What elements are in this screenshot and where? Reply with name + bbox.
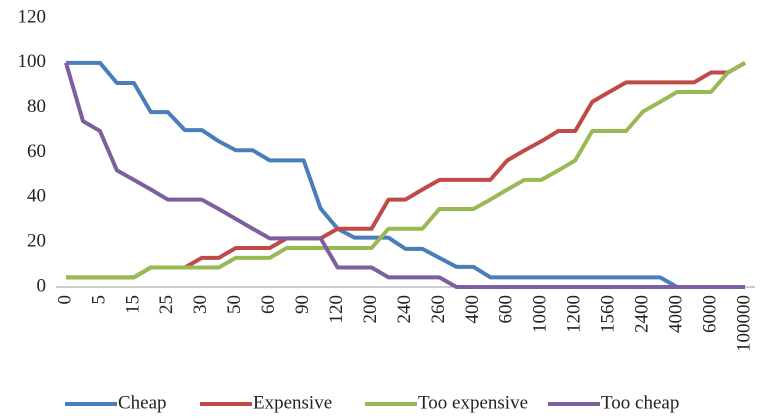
x-tick-label: 2400 [632, 295, 653, 333]
x-tick-label: 0 [54, 295, 75, 305]
x-tick-label: 4000 [665, 295, 686, 333]
legend-label: Too expensive [418, 392, 528, 413]
x-tick-label: 400 [462, 295, 483, 324]
x-tick-label: 60 [258, 295, 279, 314]
x-tick-label: 5 [88, 295, 109, 305]
y-tick-label: 40 [27, 186, 46, 207]
y-tick-label: 60 [27, 141, 46, 162]
x-tick-label: 260 [428, 295, 449, 324]
legend-label: Cheap [118, 392, 167, 413]
x-tick-label: 1560 [598, 295, 619, 333]
x-tick-label: 100000 [733, 295, 754, 352]
x-tick-label: 600 [496, 295, 517, 324]
y-tick-label: 120 [18, 6, 47, 27]
y-tick-label: 80 [27, 96, 46, 117]
y-tick-label: 20 [27, 231, 46, 252]
x-tick-label: 50 [224, 295, 245, 314]
legend-label: Too cheap [601, 392, 679, 413]
x-tick-label: 120 [326, 295, 347, 324]
series-line [66, 60, 745, 289]
x-tick-label: 6000 [699, 295, 720, 333]
series-line [66, 61, 746, 280]
x-tick-label: 15 [122, 295, 143, 314]
x-tick-label: 25 [156, 295, 177, 314]
y-tick-label: 100 [18, 51, 47, 72]
x-tick-label: 240 [394, 295, 415, 324]
y-tick-label: 0 [37, 275, 47, 296]
x-tick-label: 1000 [530, 295, 551, 333]
x-tick-label: 30 [190, 295, 211, 314]
series-line [64, 62, 745, 289]
x-tick-label: 1200 [564, 295, 585, 333]
series-line [66, 61, 746, 280]
x-tick-label: 200 [360, 295, 381, 324]
legend-label: Expensive [253, 392, 332, 413]
x-tick-label: 90 [292, 295, 313, 314]
